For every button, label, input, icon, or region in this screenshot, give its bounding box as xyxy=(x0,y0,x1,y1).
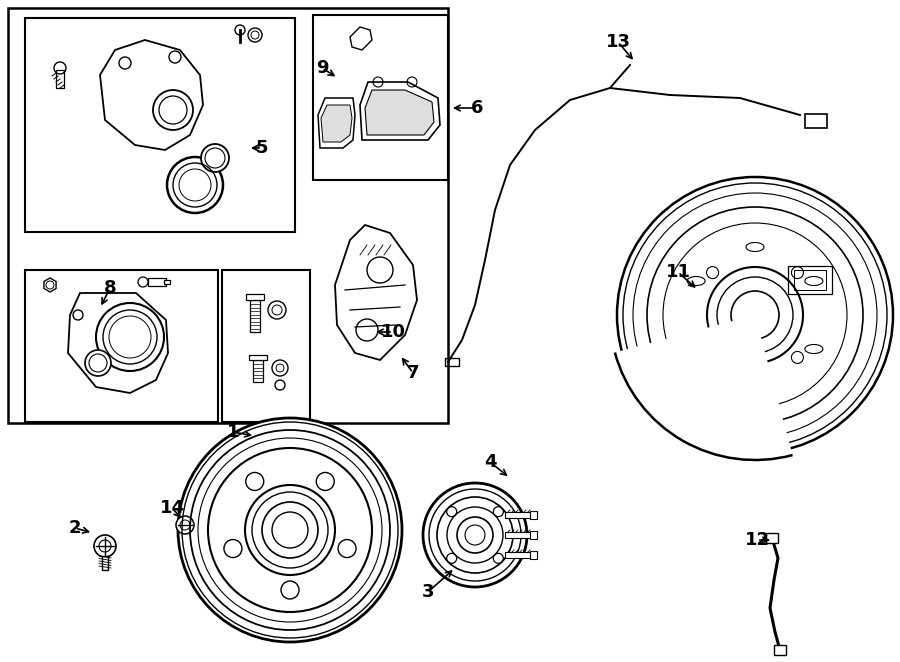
Bar xyxy=(102,556,108,570)
Bar xyxy=(794,270,826,290)
Circle shape xyxy=(167,157,223,213)
Text: 3: 3 xyxy=(422,583,434,601)
Bar xyxy=(250,300,260,332)
Bar xyxy=(505,552,533,558)
Bar xyxy=(774,645,786,655)
Circle shape xyxy=(96,303,164,371)
Text: 10: 10 xyxy=(381,323,406,341)
Text: 1: 1 xyxy=(227,423,239,441)
Bar xyxy=(805,114,827,128)
Polygon shape xyxy=(365,90,434,135)
Circle shape xyxy=(316,473,334,491)
Polygon shape xyxy=(335,225,417,360)
Text: 9: 9 xyxy=(316,59,328,77)
Text: 13: 13 xyxy=(606,33,631,51)
Bar xyxy=(788,266,832,294)
Circle shape xyxy=(85,350,111,376)
Circle shape xyxy=(338,540,356,557)
Bar xyxy=(8,8,448,423)
Text: 8: 8 xyxy=(104,279,116,297)
Bar xyxy=(530,531,537,539)
Bar xyxy=(505,512,533,518)
Polygon shape xyxy=(360,82,440,140)
Bar xyxy=(313,15,448,180)
Text: 2: 2 xyxy=(68,519,81,537)
Text: 5: 5 xyxy=(256,139,268,157)
Text: 6: 6 xyxy=(471,99,483,117)
Circle shape xyxy=(201,144,229,172)
Circle shape xyxy=(224,540,242,557)
Bar xyxy=(222,270,310,422)
Bar xyxy=(164,280,170,284)
Bar xyxy=(56,70,64,88)
Text: 7: 7 xyxy=(407,364,419,382)
Bar xyxy=(249,355,267,360)
Bar xyxy=(445,358,459,366)
Circle shape xyxy=(281,581,299,599)
Bar xyxy=(25,18,295,232)
Bar xyxy=(148,278,166,286)
Polygon shape xyxy=(321,105,352,142)
Circle shape xyxy=(178,418,402,642)
Wedge shape xyxy=(615,315,793,460)
Bar xyxy=(530,551,537,559)
Bar xyxy=(253,360,263,382)
Polygon shape xyxy=(100,40,203,150)
Circle shape xyxy=(246,473,264,491)
Text: 12: 12 xyxy=(744,531,770,549)
Circle shape xyxy=(423,483,527,587)
Bar xyxy=(246,294,264,300)
Text: 11: 11 xyxy=(665,263,690,281)
Bar xyxy=(25,270,218,422)
Circle shape xyxy=(617,177,893,453)
Bar xyxy=(505,532,533,538)
Bar xyxy=(766,533,778,543)
Circle shape xyxy=(176,516,194,534)
Polygon shape xyxy=(350,27,372,50)
Polygon shape xyxy=(44,278,56,292)
Text: 14: 14 xyxy=(159,499,184,517)
Text: 4: 4 xyxy=(484,453,496,471)
Polygon shape xyxy=(318,98,355,148)
Bar xyxy=(530,511,537,519)
Circle shape xyxy=(94,535,116,557)
Polygon shape xyxy=(68,293,168,393)
